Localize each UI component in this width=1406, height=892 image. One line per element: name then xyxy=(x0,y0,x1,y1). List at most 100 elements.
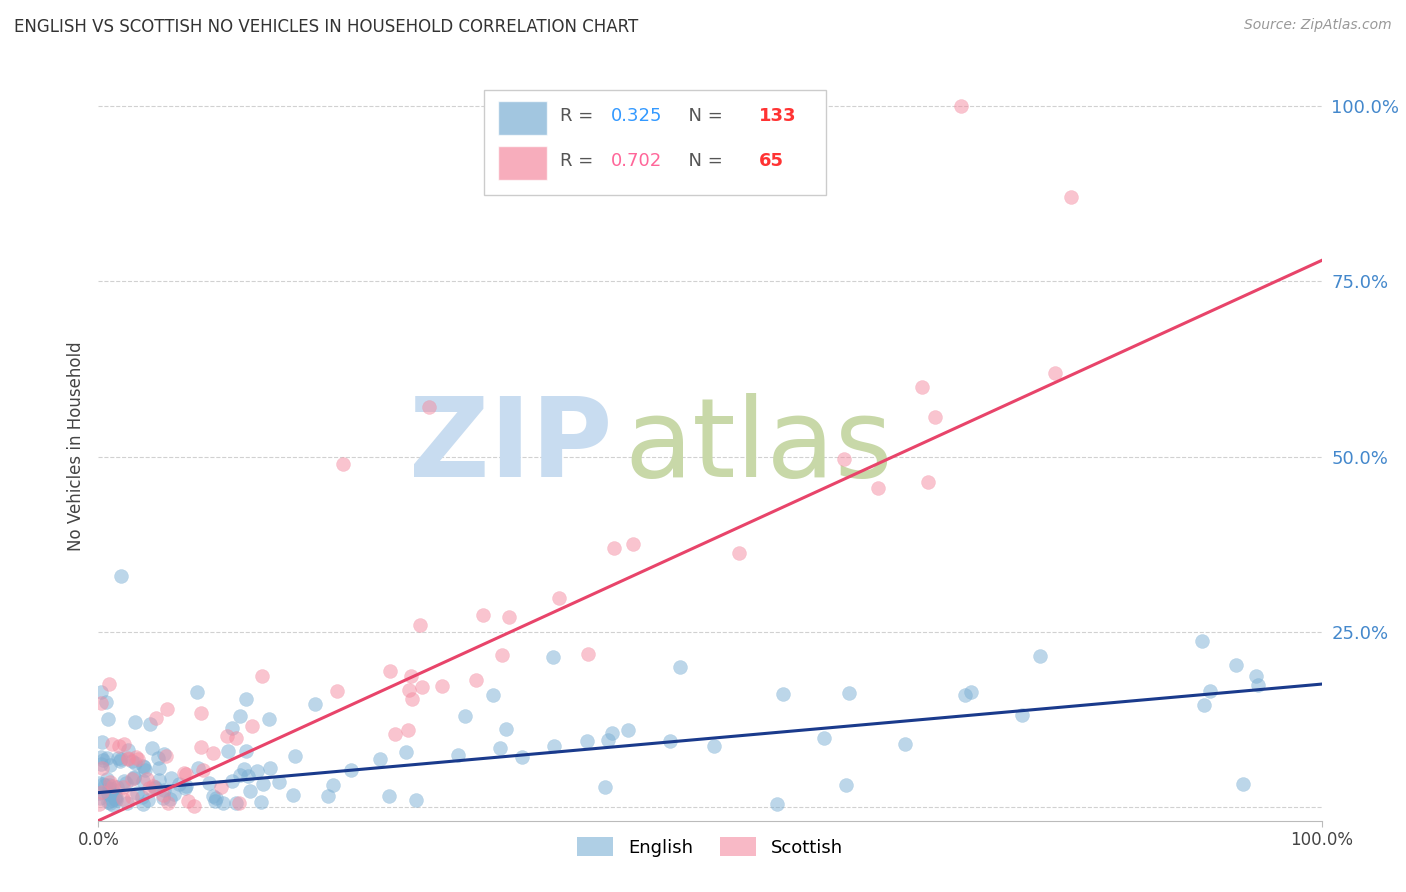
Point xyxy=(110,752,132,766)
Point xyxy=(548,591,571,605)
Point xyxy=(104,789,127,803)
Point xyxy=(121,772,143,786)
Point xyxy=(169,777,191,791)
Point xyxy=(217,743,239,757)
Point xyxy=(134,763,156,777)
Point xyxy=(112,738,135,752)
Point xyxy=(205,791,228,805)
Point xyxy=(152,788,174,802)
Point xyxy=(96,751,118,765)
Point xyxy=(89,790,111,805)
Point xyxy=(602,541,624,556)
Point xyxy=(221,773,243,788)
Point xyxy=(197,776,219,790)
Text: Source: ZipAtlas.com: Source: ZipAtlas.com xyxy=(1244,18,1392,32)
Point xyxy=(117,752,139,766)
Point xyxy=(252,777,274,791)
Point xyxy=(183,798,205,813)
Point xyxy=(491,648,513,663)
Point xyxy=(259,712,281,726)
Point xyxy=(395,745,418,759)
Point xyxy=(832,451,855,466)
Point xyxy=(340,763,363,777)
Point xyxy=(1029,648,1052,663)
Text: 0.325: 0.325 xyxy=(612,107,662,125)
Point xyxy=(124,771,146,785)
Point xyxy=(177,794,200,808)
Point xyxy=(482,688,505,702)
Point xyxy=(212,796,235,810)
Point xyxy=(576,647,599,661)
Text: 133: 133 xyxy=(759,107,796,125)
Point xyxy=(136,772,159,786)
Point xyxy=(835,778,858,792)
Point xyxy=(1192,698,1215,713)
Point xyxy=(174,780,197,795)
Point xyxy=(316,789,339,804)
Point xyxy=(98,781,121,796)
Point xyxy=(153,747,176,761)
Point xyxy=(142,779,165,793)
Point xyxy=(838,685,860,699)
Text: R =: R = xyxy=(560,107,599,125)
Point xyxy=(145,780,167,795)
Point xyxy=(90,761,112,775)
Point xyxy=(117,743,139,757)
Point xyxy=(121,754,143,768)
Point xyxy=(115,775,138,789)
Point xyxy=(225,731,247,746)
Point xyxy=(239,784,262,798)
Point xyxy=(396,723,419,737)
Point xyxy=(115,796,138,810)
Point xyxy=(322,778,344,792)
Point xyxy=(101,792,124,806)
Point xyxy=(141,741,163,756)
Point xyxy=(430,679,453,693)
Point xyxy=(232,762,254,776)
Text: atlas: atlas xyxy=(624,392,893,500)
Point xyxy=(1060,190,1083,204)
Point xyxy=(152,790,174,805)
Point xyxy=(97,786,120,800)
Point xyxy=(201,789,224,803)
Point xyxy=(193,763,215,777)
Point xyxy=(917,475,939,489)
Point xyxy=(703,739,725,753)
Point xyxy=(94,778,117,792)
Point xyxy=(90,696,112,710)
Point xyxy=(495,722,517,736)
Point xyxy=(269,774,291,789)
Point xyxy=(1191,634,1213,648)
Point xyxy=(960,684,983,698)
Point xyxy=(155,749,177,764)
Point xyxy=(112,773,135,788)
Point xyxy=(97,795,120,809)
Point xyxy=(250,668,273,682)
Point xyxy=(576,733,599,747)
Point xyxy=(134,760,156,774)
Point xyxy=(228,796,250,810)
Point xyxy=(90,750,112,764)
Point xyxy=(108,739,131,754)
Point xyxy=(669,660,692,674)
Point xyxy=(96,772,118,787)
Point xyxy=(204,794,226,808)
Point xyxy=(156,702,179,716)
Point xyxy=(332,457,354,471)
Point xyxy=(90,785,112,799)
Point xyxy=(949,99,972,113)
Point xyxy=(143,781,166,796)
Point xyxy=(398,682,420,697)
Point xyxy=(132,797,155,811)
Point xyxy=(405,793,427,807)
Point xyxy=(401,691,423,706)
Point xyxy=(124,715,146,730)
Point xyxy=(246,764,269,779)
Point xyxy=(510,750,533,764)
Point xyxy=(121,790,143,805)
Point xyxy=(131,789,153,804)
Point xyxy=(727,546,749,560)
Point xyxy=(399,669,422,683)
Point xyxy=(498,610,520,624)
Point xyxy=(236,769,259,783)
